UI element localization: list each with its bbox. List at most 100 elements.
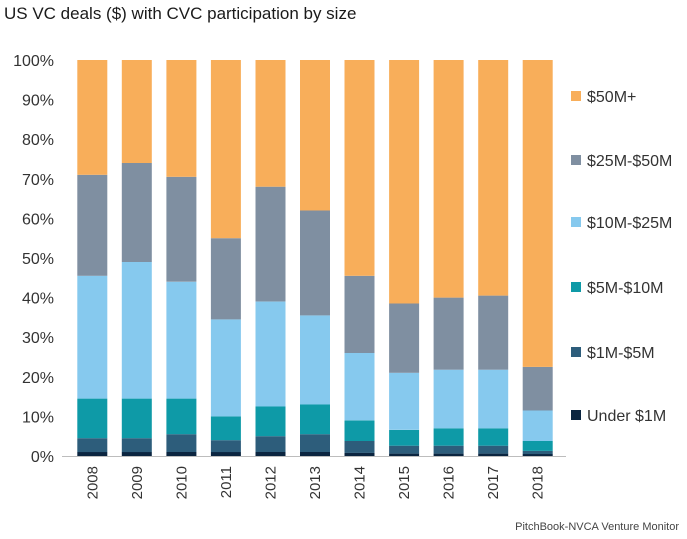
bar-segment-2016-5 bbox=[433, 60, 464, 298]
bar-segment-2009-5 bbox=[121, 60, 152, 163]
bar-segment-2017-1 bbox=[478, 445, 509, 454]
x-axis: 2008 2009 2010 2011 2012 2013 2014 2015 2016 2017… bbox=[84, 466, 546, 499]
bar-segment-2013-0 bbox=[300, 452, 330, 456]
bar-segment-2015-3 bbox=[389, 372, 420, 430]
y-axis: 0% 10% 20% 30% 40% 50% 60% 70% 80% 90% 100% bbox=[13, 53, 54, 466]
bar-segment-2013-5 bbox=[300, 60, 330, 211]
bar-segment-2018-4 bbox=[522, 366, 553, 411]
bar-segment-2011-4 bbox=[210, 238, 241, 320]
bar-segment-2015-4 bbox=[389, 303, 420, 373]
bar-segment-2018-5 bbox=[522, 60, 553, 367]
bar-segment-2008-5 bbox=[77, 60, 108, 175]
bar-segment-2011-5 bbox=[210, 60, 241, 239]
legend-label: $1M-$5M bbox=[587, 345, 655, 362]
bar-segment-2017-2 bbox=[478, 428, 509, 446]
bar-segment-2010-4 bbox=[166, 176, 197, 282]
bar-segment-2010-5 bbox=[166, 60, 197, 177]
y-tick-label: 60% bbox=[22, 211, 54, 228]
bar-segment-2012-3 bbox=[255, 301, 286, 407]
bar-segment-2013-4 bbox=[300, 210, 330, 316]
x-tick-label: 2013 bbox=[307, 466, 324, 499]
bar-segment-2016-0 bbox=[433, 453, 464, 456]
bar-segment-2010-2 bbox=[166, 398, 197, 435]
bar-segment-2017-5 bbox=[478, 60, 509, 296]
bar-segment-2008-1 bbox=[77, 438, 108, 453]
x-tick-label: 2015 bbox=[396, 466, 413, 499]
bar-segment-2009-0 bbox=[121, 452, 152, 456]
legend-label: Under $1M bbox=[587, 408, 666, 425]
bar-segment-2017-3 bbox=[478, 369, 509, 429]
bar-segment-2014-3 bbox=[344, 353, 375, 421]
bar-segment-2011-3 bbox=[210, 319, 241, 417]
bar-segment-2016-3 bbox=[433, 369, 464, 429]
x-tick-label: 2008 bbox=[84, 466, 101, 499]
legend-swatch bbox=[571, 155, 581, 165]
bar-segment-2014-0 bbox=[344, 452, 375, 456]
bar-segment-2011-1 bbox=[210, 440, 241, 453]
x-tick-label: 2010 bbox=[173, 466, 190, 499]
bar-segment-2018-1 bbox=[522, 450, 553, 455]
bar-segment-2017-0 bbox=[478, 453, 509, 456]
bar-segment-2014-2 bbox=[344, 420, 375, 441]
bar-segment-2015-1 bbox=[389, 445, 420, 454]
legend-label: $25M-$50M bbox=[587, 153, 672, 170]
bar-segment-2012-5 bbox=[255, 60, 286, 187]
bar-segment-2008-4 bbox=[77, 174, 108, 276]
bar-segment-2015-2 bbox=[389, 429, 420, 446]
bar-segment-2014-1 bbox=[344, 441, 375, 453]
legend-label: $10M-$25M bbox=[587, 215, 672, 232]
legend: $50M+ $25M-$50M $10M-$25M $5M-$10M $1M-$5M Un… bbox=[571, 89, 672, 425]
bar-segment-2014-4 bbox=[344, 275, 375, 353]
bar-segment-2015-0 bbox=[389, 453, 420, 456]
bar-segment-2008-3 bbox=[77, 275, 108, 399]
x-tick-label: 2016 bbox=[441, 466, 458, 499]
bar-segment-2018-0 bbox=[522, 454, 553, 456]
bar-segment-2016-1 bbox=[433, 445, 464, 454]
legend-swatch bbox=[571, 282, 581, 292]
bar-segment-2018-3 bbox=[522, 410, 553, 441]
bar-segment-2009-1 bbox=[121, 438, 152, 453]
x-tick-label: 2012 bbox=[262, 466, 279, 499]
legend-swatch bbox=[571, 347, 581, 357]
bar-segment-2016-4 bbox=[433, 297, 464, 370]
bar-segment-2009-3 bbox=[121, 262, 152, 399]
source-note: PitchBook-NVCA Venture Monitor bbox=[515, 521, 679, 533]
legend-label: $5M-$10M bbox=[587, 280, 663, 297]
y-tick-label: 40% bbox=[22, 291, 54, 308]
y-tick-label: 0% bbox=[31, 449, 54, 466]
y-tick-label: 30% bbox=[22, 330, 54, 347]
bar-segment-2008-0 bbox=[77, 452, 108, 456]
bar-segment-2016-2 bbox=[433, 428, 464, 446]
y-tick-label: 10% bbox=[22, 409, 54, 426]
bar-segment-2013-1 bbox=[300, 434, 330, 452]
legend-label: $50M+ bbox=[587, 89, 636, 106]
bar-segment-2013-3 bbox=[300, 315, 330, 405]
bar-segment-2009-4 bbox=[121, 163, 152, 262]
x-tick-label: 2014 bbox=[352, 466, 369, 499]
bar-segment-2010-1 bbox=[166, 434, 197, 452]
x-tick-label: 2017 bbox=[485, 466, 502, 499]
bar-segment-2015-5 bbox=[389, 60, 420, 304]
y-tick-label: 70% bbox=[22, 172, 54, 189]
bar-segment-2012-4 bbox=[255, 186, 286, 302]
bar-segment-2012-2 bbox=[255, 406, 286, 437]
bar-segment-2011-0 bbox=[210, 452, 241, 456]
bar-segment-2008-2 bbox=[77, 398, 108, 439]
bar-segment-2012-0 bbox=[255, 452, 286, 456]
bar-segment-2013-2 bbox=[300, 404, 330, 435]
y-tick-label: 100% bbox=[13, 53, 54, 70]
bar-segment-2010-3 bbox=[166, 281, 197, 399]
legend-swatch bbox=[571, 217, 581, 227]
x-tick-label: 2009 bbox=[129, 466, 146, 499]
bar-segment-2009-2 bbox=[121, 398, 152, 439]
y-tick-label: 80% bbox=[22, 132, 54, 149]
legend-swatch bbox=[571, 410, 581, 420]
chart-title: US VC deals ($) with CVC participation b… bbox=[4, 4, 357, 23]
bar-segment-2012-1 bbox=[255, 436, 286, 452]
legend-swatch bbox=[571, 91, 581, 101]
x-tick-label: 2011 bbox=[218, 466, 235, 498]
y-tick-label: 50% bbox=[22, 251, 54, 268]
y-tick-label: 20% bbox=[22, 370, 54, 387]
bar-segment-2018-2 bbox=[522, 441, 553, 451]
